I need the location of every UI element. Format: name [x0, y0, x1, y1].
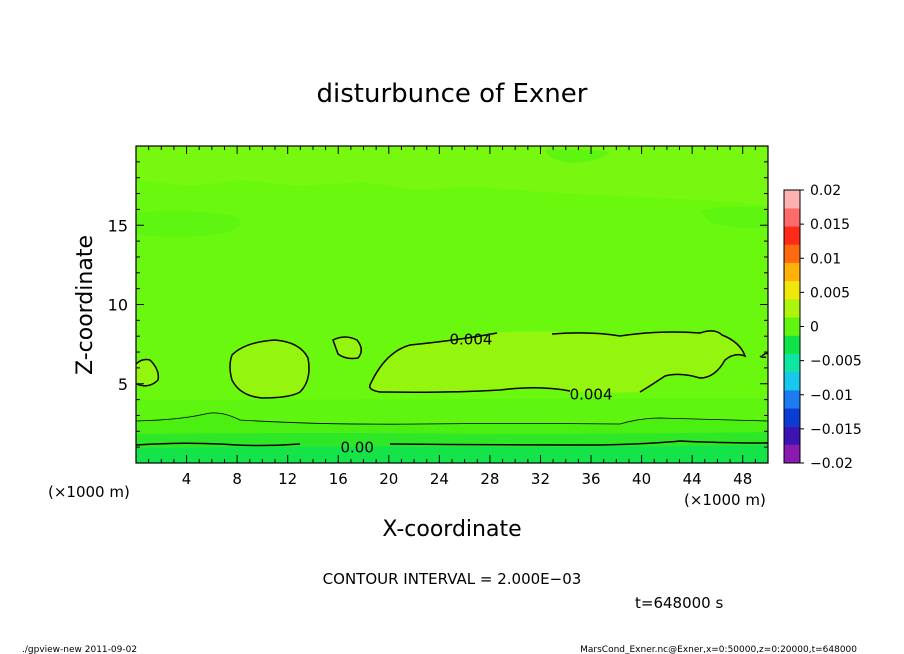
contour-0004-d	[368, 330, 747, 393]
contour-0004-b	[229, 339, 310, 399]
colorbar-tick-label: 0.01	[810, 251, 841, 267]
colorbar-segment	[783, 353, 801, 373]
y-axis-ticks: 5 10 15	[108, 161, 768, 448]
contour-interval-text: CONTOUR INTERVAL = 2.000E−03	[323, 570, 582, 588]
x-tick-label: 32	[531, 470, 550, 488]
colorbar-tick-label: 0	[810, 320, 819, 336]
x-tick-label: 28	[480, 470, 499, 488]
contour-0004-c	[332, 336, 362, 360]
colorbar-segment	[783, 208, 801, 227]
y-tick-label: 15	[108, 216, 128, 235]
contour-label: 0.004	[449, 331, 492, 349]
y-tick-label: 10	[108, 296, 128, 315]
colorbar-tick-label: −0.01	[810, 388, 853, 404]
contour-000	[136, 440, 768, 447]
field-patch-left	[136, 210, 240, 238]
contour-lines	[136, 330, 768, 447]
x-tick-label: 16	[329, 470, 348, 488]
x-tick-label: 12	[278, 470, 297, 488]
colorbar-tick-label: −0.015	[810, 422, 862, 438]
contour-field	[136, 146, 768, 463]
x-axis-ticks: 4 8 12 16 20 24 28 32 36 40 44 48	[148, 146, 756, 488]
colorbar-segment	[783, 371, 801, 391]
x-tick-label: 40	[632, 470, 651, 488]
x-tick-label: 24	[430, 470, 449, 488]
field-patch-top	[545, 149, 610, 163]
colorbar-segment	[783, 335, 801, 354]
x-unit-right: (×1000 m)	[684, 491, 766, 509]
contour-label-group: 0.004 0.004 0.00	[340, 331, 612, 457]
field-band-4	[136, 445, 768, 463]
time-text: t=648000 s	[635, 594, 723, 612]
contour-label: 0.00	[340, 438, 373, 456]
x-tick-label: 48	[733, 470, 752, 488]
colorbar-segment	[783, 226, 801, 245]
contour-0004-a	[136, 358, 160, 387]
colorbar-tick-label: −0.02	[810, 456, 853, 472]
x-tick-label: 20	[379, 470, 398, 488]
colorbar-segment	[783, 280, 801, 300]
x-unit-left: (×1000 m)	[48, 483, 130, 501]
colorbar-segment	[783, 444, 801, 464]
colorbar-segment	[783, 317, 801, 336]
colorbar: 0.02 0.015 0.01 0.005 0 −0.005 −0.01 −0.015 −0.0…	[783, 183, 862, 472]
chart-title: disturbunce of Exner	[317, 79, 588, 109]
colorbar-segment	[783, 390, 801, 409]
field-positive-2	[230, 340, 309, 398]
x-tick-label: 36	[581, 470, 600, 488]
colorbar-tick-label: 0.02	[810, 183, 841, 199]
x-tick-label: 8	[232, 470, 242, 488]
x-tick-label: 44	[683, 470, 702, 488]
x-tick-label: 4	[182, 470, 192, 488]
colorbar-tick-label: −0.005	[810, 354, 862, 370]
contour-label: 0.004	[570, 385, 613, 403]
footer-left: ./gpview-new 2011-09-02	[22, 645, 137, 654]
colorbar-tick-label: 0.015	[810, 217, 850, 233]
colorbar-tick-label: 0.005	[810, 285, 850, 301]
colorbar-segment	[783, 299, 801, 318]
y-tick-label: 5	[118, 375, 128, 394]
field-positive-1	[136, 359, 159, 386]
x-axis-label: X-coordinate	[382, 517, 521, 542]
colorbar-segment	[783, 244, 801, 263]
footer-right: MarsCond_Exner.nc@Exner,x=0:50000,z=0:20…	[580, 645, 857, 654]
y-axis-label: Z-coordinate	[73, 235, 98, 375]
colorbar-frame	[783, 189, 801, 464]
field-positive-4	[369, 330, 745, 393]
contour-thin	[136, 412, 768, 425]
colorbar-segment	[783, 426, 801, 445]
colorbar-segment	[783, 408, 801, 427]
field-positive-3	[333, 337, 362, 359]
colorbar-segment	[783, 189, 801, 209]
field-patch-right	[700, 206, 768, 229]
colorbar-segment	[783, 262, 801, 282]
field-upper-band	[136, 146, 768, 205]
